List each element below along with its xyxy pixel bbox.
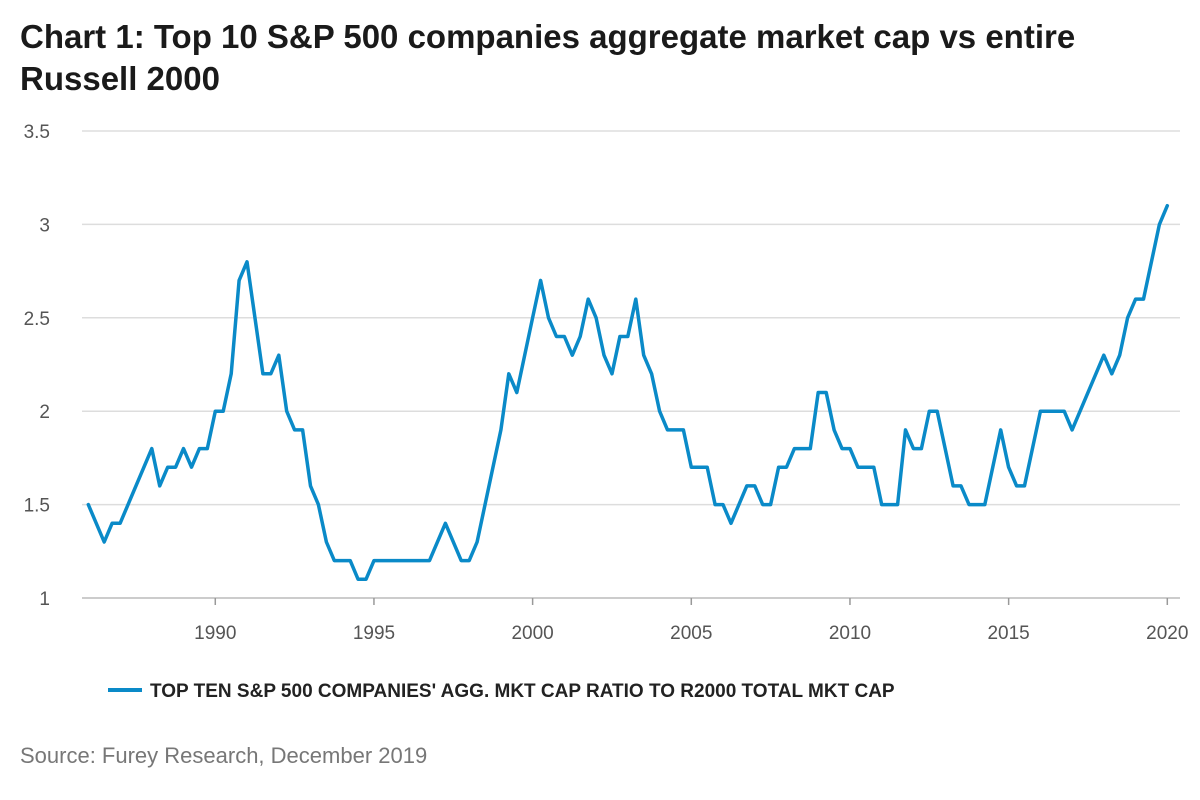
series-line [86, 203, 1170, 582]
y-tick-label: 3.5 [24, 122, 50, 143]
x-tick-label: 2020 [1146, 623, 1188, 644]
y-axis-tick-labels: 1 1.5 2 2.5 3 3.5 [24, 122, 50, 610]
series-layer [86, 203, 1170, 582]
y-tick-label: 3 [39, 215, 50, 236]
y-tick-label: 2 [39, 402, 50, 423]
x-axis-tick-marks [214, 598, 1169, 605]
source-note: Source: Furey Research, December 2019 [20, 743, 428, 768]
x-tick-label: 2005 [670, 623, 712, 644]
y-tick-label: 1.5 [24, 496, 50, 517]
grid-lines [82, 130, 1180, 599]
legend-label: TOP TEN S&P 500 COMPANIES' AGG. MKT CAP … [150, 681, 895, 702]
x-axis-tick-labels: 1990 1995 2000 2005 2010 2015 2020 [194, 623, 1188, 644]
y-tick-label: 1 [39, 589, 50, 610]
x-tick-label: 2010 [829, 623, 871, 644]
x-tick-label: 1990 [194, 623, 236, 644]
y-tick-label: 2.5 [24, 309, 50, 330]
x-tick-label: 2000 [511, 623, 553, 644]
x-tick-label: 2015 [987, 623, 1029, 644]
legend: TOP TEN S&P 500 COMPANIES' AGG. MKT CAP … [108, 681, 895, 702]
chart-title: Chart 1: Top 10 S&P 500 companies aggreg… [20, 18, 1076, 97]
x-tick-label: 1995 [353, 623, 395, 644]
